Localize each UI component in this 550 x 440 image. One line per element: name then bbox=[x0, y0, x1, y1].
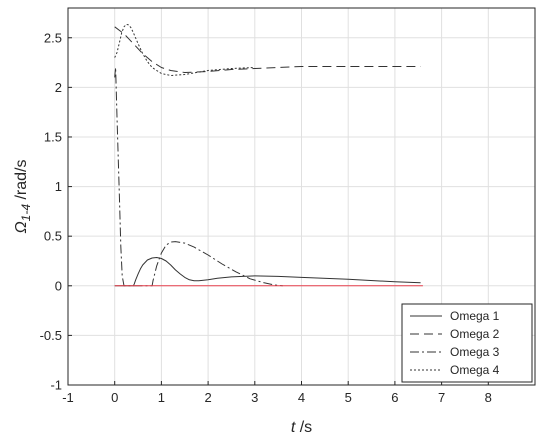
y-tick-label: 1 bbox=[55, 179, 62, 194]
y-axis-subscript: 1-4 bbox=[19, 204, 33, 222]
y-tick-label: 1.5 bbox=[44, 129, 62, 144]
legend-label: Omega 1 bbox=[450, 309, 500, 323]
plot-series bbox=[114, 23, 423, 287]
x-axis-label: t /s bbox=[291, 419, 312, 436]
x-tick-label: 7 bbox=[438, 390, 445, 405]
series-line-omega-1 bbox=[114, 257, 421, 287]
x-axis-unit: /s bbox=[295, 419, 312, 436]
x-tick-label: -1 bbox=[62, 390, 74, 405]
x-tick-label: 8 bbox=[485, 390, 492, 405]
y-tick-label: -0.5 bbox=[40, 328, 62, 343]
y-tick-label: -1 bbox=[50, 378, 62, 393]
y-axis-label: Ω1-4 /rad/s bbox=[13, 160, 33, 234]
legend-box bbox=[401, 303, 533, 383]
x-tick-label: 0 bbox=[111, 390, 118, 405]
series-line-omega-4 bbox=[114, 23, 255, 76]
y-tick-label: 0.5 bbox=[44, 229, 62, 244]
axis-ticks: -1 0 1 2 3 4 5 6 7 8 -1 -0.5 0 0.5 1 1.5 2 2.5 bbox=[40, 30, 492, 405]
y-tick-label: 2 bbox=[55, 80, 62, 95]
legend-label: Omega 4 bbox=[450, 363, 500, 377]
legend-label: Omega 2 bbox=[450, 327, 500, 341]
x-tick-label: 4 bbox=[298, 390, 305, 405]
legend-label: Omega 3 bbox=[450, 345, 500, 359]
x-tick-label: 2 bbox=[204, 390, 211, 405]
x-tick-label: 5 bbox=[345, 390, 352, 405]
x-tick-label: 3 bbox=[251, 390, 258, 405]
y-axis-unit: /rad/s bbox=[13, 160, 30, 204]
y-tick-label: 0 bbox=[55, 278, 62, 293]
x-axis-variable: t bbox=[291, 419, 296, 436]
y-axis-variable: Ω bbox=[13, 221, 30, 233]
x-tick-label: 6 bbox=[391, 390, 398, 405]
series-line-omega-3 bbox=[114, 67, 283, 287]
series-line-omega-2 bbox=[114, 26, 421, 73]
legend: Omega 1 Omega 2 Omega 3 Omega 4 bbox=[401, 303, 533, 383]
y-tick-label: 2.5 bbox=[44, 30, 62, 45]
x-tick-label: 1 bbox=[158, 390, 165, 405]
